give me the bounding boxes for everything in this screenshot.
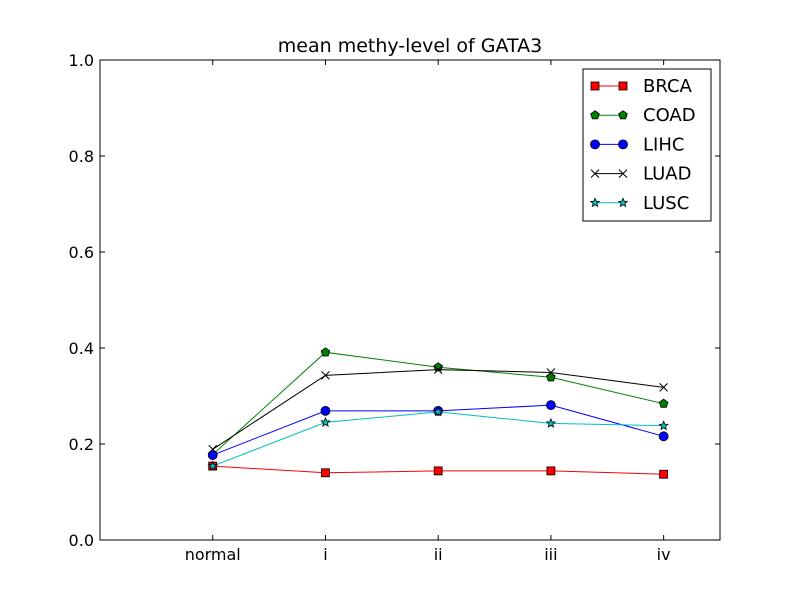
legend-marker <box>618 81 628 91</box>
data-point <box>658 420 669 431</box>
data-point <box>659 383 668 392</box>
legend-marker <box>590 169 600 178</box>
legend-label: LUAD <box>643 164 691 185</box>
series-luad <box>208 365 668 454</box>
y-tick-label: 1.0 <box>69 51 94 70</box>
data-point <box>546 372 556 382</box>
series-brca <box>208 461 669 479</box>
axes-frame <box>99 59 721 541</box>
data-point <box>321 371 330 380</box>
legend-item: LIHC <box>590 134 684 155</box>
data-point <box>546 466 556 476</box>
y-tick-label: 0.8 <box>69 147 94 166</box>
data-point <box>207 450 218 460</box>
legend-item: BRCA <box>590 76 693 97</box>
series-lusc <box>207 406 669 471</box>
series-line <box>212 411 664 467</box>
data-point <box>546 368 556 377</box>
legend-marker <box>590 139 600 150</box>
x-tick-label: iv <box>657 545 671 564</box>
legend-marker <box>618 169 628 178</box>
legend-label: COAD <box>643 105 696 126</box>
data-point <box>320 416 331 427</box>
x-tick-label: i <box>323 545 327 564</box>
legend-marker <box>590 81 600 91</box>
legend-item: LUSC <box>589 193 689 214</box>
data-point <box>208 444 218 454</box>
legend-marker <box>617 197 629 208</box>
data-point <box>320 405 331 416</box>
data-point <box>433 466 443 476</box>
series-coad <box>207 347 669 459</box>
data-point <box>433 362 443 372</box>
legend-box <box>582 68 712 222</box>
y-tick-label: 0.0 <box>69 531 94 550</box>
y-tick-label: 0.2 <box>69 435 94 454</box>
legend-marker <box>589 197 601 208</box>
chart-title: mean methy-level of GATA3 <box>278 35 542 57</box>
legend-marker <box>618 110 628 120</box>
data-point <box>658 398 669 408</box>
data-point <box>545 417 557 428</box>
y-tick-label: 0.6 <box>69 243 94 262</box>
data-point <box>432 406 444 417</box>
legend-label: LIHC <box>643 134 684 155</box>
legend-marker <box>590 110 600 120</box>
legend-label: BRCA <box>643 76 693 97</box>
data-point <box>207 460 219 471</box>
y-tick-label: 0.4 <box>69 339 94 358</box>
legend-marker <box>618 139 628 150</box>
x-tick-label: normal <box>185 545 241 564</box>
legend-item: LUAD <box>590 164 691 185</box>
data-point <box>321 468 330 478</box>
legend-item: COAD <box>590 105 696 126</box>
legend: BRCA COAD LIHC LUAD LUSC <box>582 68 712 222</box>
data-point <box>658 431 669 442</box>
data-point <box>320 347 331 357</box>
data-point <box>659 469 669 479</box>
legend-label: LUSC <box>643 193 689 214</box>
data-point <box>546 400 556 411</box>
data-point <box>433 365 443 374</box>
x-tick-label: iii <box>544 545 557 564</box>
x-tick-label: ii <box>434 545 443 564</box>
